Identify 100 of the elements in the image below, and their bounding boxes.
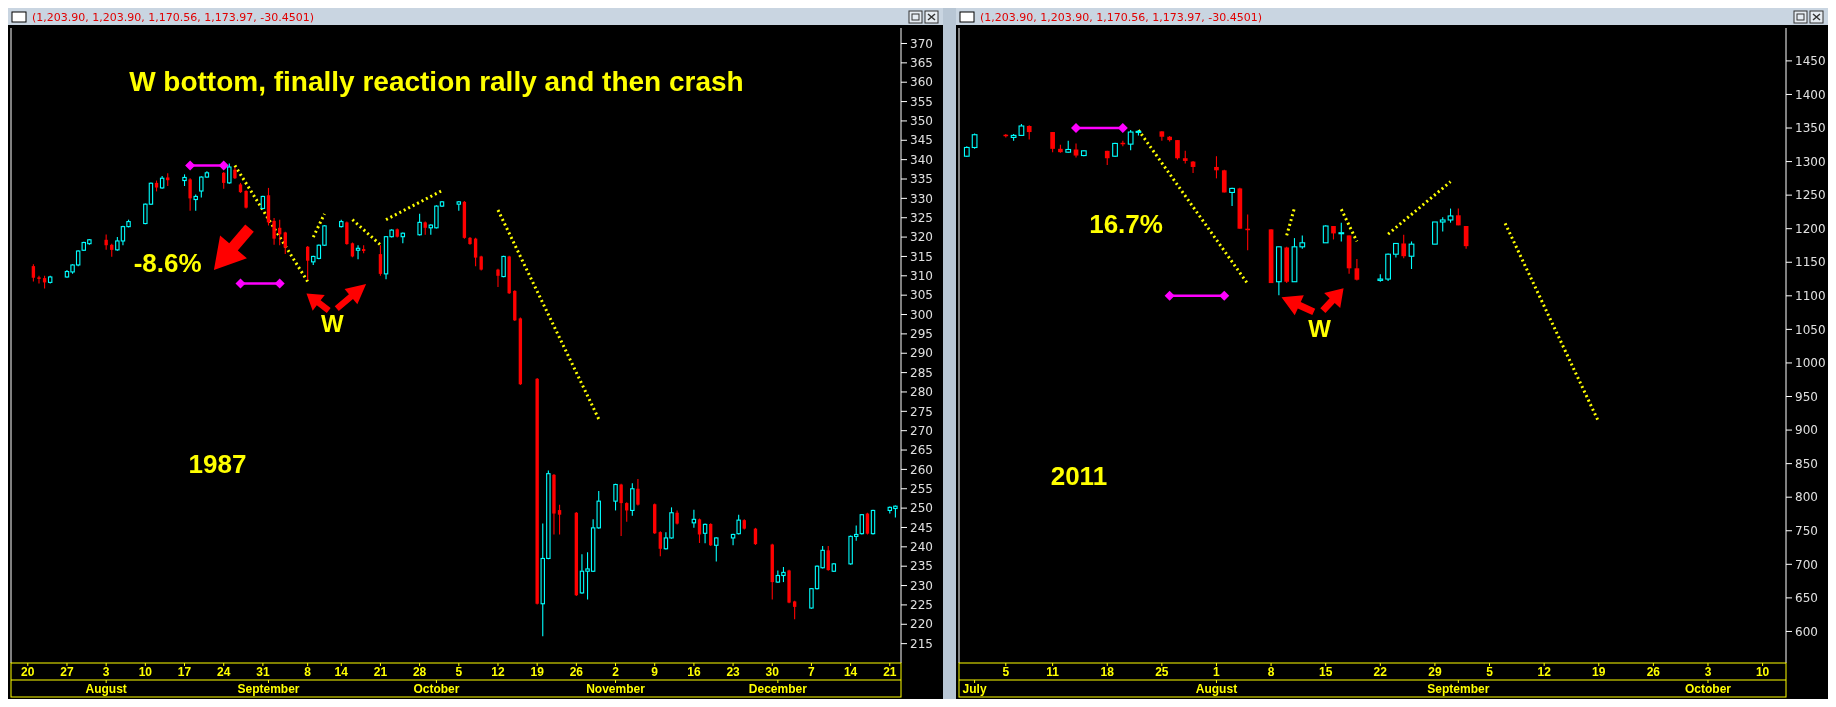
x-tick-label: 10: [138, 665, 153, 679]
y-tick-label: 215: [910, 636, 933, 651]
y-tick-label: 330: [910, 191, 933, 206]
y-tick-label: 275: [910, 404, 933, 419]
x2-tick-label: August: [1195, 682, 1238, 696]
candlestick: [730, 533, 736, 546]
candlestick: [557, 504, 562, 535]
x-tick-label: 25: [1155, 665, 1169, 679]
candlestick: [714, 536, 719, 563]
y-tick-label: 1400: [1795, 87, 1826, 102]
text: (1,203.90, 1,203.90, 1,170.56, 1,173.97, -30.4501): [980, 11, 1262, 24]
y-tick-label: 310: [910, 269, 933, 283]
y-tick-label: 1200: [1795, 221, 1826, 236]
y-tick-label: 800: [1795, 490, 1818, 505]
y-tick-label: 900: [1795, 423, 1818, 438]
y-tick-label: 325: [910, 210, 933, 225]
y-tick-label: 230: [910, 578, 933, 593]
y-tick-label: 365: [910, 56, 933, 71]
y-tick-label: 355: [910, 94, 933, 109]
annotation: -8.6%: [133, 248, 202, 279]
y-tick-label: 700: [1795, 557, 1818, 572]
y-tick-label: 340: [910, 152, 933, 167]
x-tick-label: 11: [1046, 665, 1060, 679]
candlestick: [658, 530, 662, 557]
candlestick: [417, 213, 422, 237]
x-tick-label: 10: [1755, 665, 1770, 679]
x2-tick-label: September: [1427, 682, 1490, 696]
x-tick-label: 18: [1100, 665, 1115, 679]
x-tick-label: 2: [612, 665, 620, 679]
y-tick-label: 1100: [1795, 289, 1826, 304]
y-tick-label: 280: [910, 385, 933, 400]
x-tick-label: 9: [651, 665, 659, 679]
x-tick-label: 5: [455, 665, 463, 679]
x-tick-label: 3: [102, 665, 110, 679]
x-tick-label: 15: [1319, 665, 1333, 679]
x-tick-label: 22: [1373, 665, 1388, 679]
y-tick-label: 225: [910, 598, 933, 613]
x-tick-label: 12: [1537, 665, 1552, 679]
candlestick: [1432, 221, 1438, 245]
y-tick-label: 285: [910, 365, 933, 380]
x-tick-label: 31: [256, 665, 270, 679]
y-tick-label: 1050: [1795, 322, 1826, 337]
y-tick-label: 1250: [1795, 188, 1826, 203]
candlestick: [630, 482, 635, 517]
y-tick-label: 250: [910, 501, 933, 516]
candlestick: [272, 217, 276, 246]
x-tick-label: 19: [530, 665, 545, 679]
x-tick-label: 17: [177, 665, 192, 679]
y-tick-label: 1450: [1795, 54, 1826, 69]
candlestick: [355, 244, 361, 260]
y-tick-label: 850: [1795, 456, 1818, 471]
candlestick: [378, 244, 383, 277]
y-tick-label: 1300: [1795, 154, 1826, 169]
y-tick-label: 290: [910, 346, 933, 361]
y-tick-label: 950: [1795, 389, 1818, 404]
y-tick-label: 1000: [1795, 356, 1826, 371]
y-tick-label: 270: [910, 423, 933, 438]
x-tick-label: 8: [304, 665, 312, 679]
x-tick-label: 30: [765, 665, 780, 679]
x-tick-label: 3: [1704, 665, 1712, 679]
candlestick: [1408, 240, 1415, 270]
candlestick: [613, 483, 618, 511]
text: W bottom, finally reaction rally and then crash: [129, 66, 744, 98]
x-tick-label: 5: [1002, 665, 1010, 679]
y-tick-label: 240: [910, 540, 933, 555]
candlestick: [1175, 139, 1180, 161]
candlestick: [1050, 131, 1055, 153]
x2-tick-label: August: [85, 682, 127, 696]
candlestick: [1338, 222, 1345, 243]
x-tick-label: 27: [60, 665, 74, 679]
annotation: 2011: [1050, 461, 1108, 492]
x2-tick-label: October: [1684, 682, 1732, 696]
candlestick: [1214, 155, 1219, 179]
x-tick-label: 26: [569, 665, 584, 679]
y-tick-label: 600: [1795, 624, 1818, 639]
x-tick-label: 26: [1646, 665, 1661, 679]
y-tick-label: 335: [910, 172, 933, 187]
x-tick-label: 1: [1213, 665, 1221, 679]
y-tick-label: 295: [910, 327, 933, 342]
x-tick-label: 12: [491, 665, 505, 679]
annotation: 16.7%: [1089, 208, 1163, 239]
x-tick-label: 16: [687, 665, 701, 679]
x2-tick-label: September: [237, 682, 300, 696]
x-tick-label: 29: [1428, 665, 1442, 679]
candlestick: [227, 162, 232, 185]
x-tick-label: 19: [1592, 665, 1606, 679]
candlestick: [826, 545, 830, 572]
annotation: W: [320, 309, 344, 337]
y-tick-label: 300: [910, 307, 933, 322]
y-tick-label: 265: [910, 443, 933, 458]
candlestick: [1073, 142, 1079, 159]
x-tick-label: 24: [217, 665, 231, 679]
y-tick-label: 360: [910, 75, 933, 90]
y-tick-label: 370: [910, 36, 933, 51]
candlestick: [1401, 234, 1407, 259]
y-tick-label: 315: [910, 249, 933, 264]
x-tick-label: 23: [726, 665, 741, 679]
y-tick-label: 345: [910, 133, 933, 148]
y-tick-label: 1150: [1795, 255, 1826, 270]
x-tick-label: 8: [1267, 665, 1275, 679]
